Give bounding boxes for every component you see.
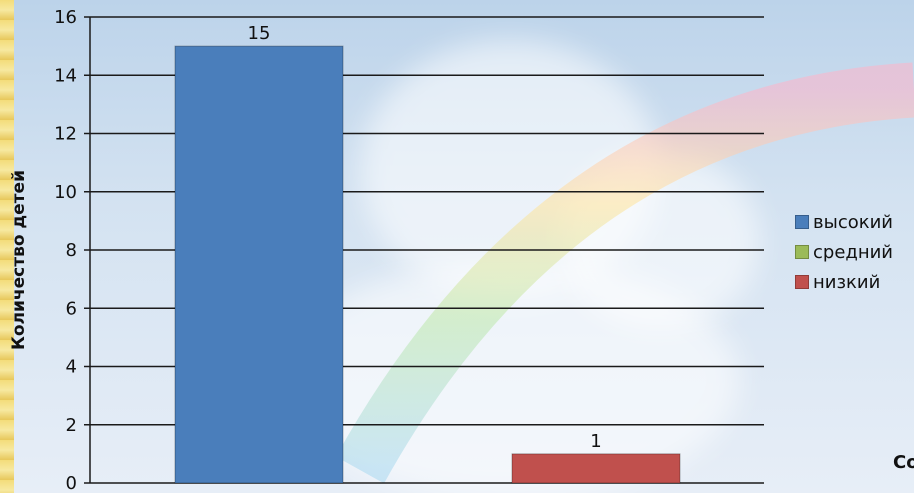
legend-item-high: высокий [795,207,893,237]
legend-label-low: низкий [813,271,881,293]
y-tick-label: 16 [54,7,77,28]
legend-label-medium: средний [813,241,894,263]
legend-swatch-low [795,275,809,289]
y-tick-label: 12 [54,124,77,145]
legend-label-high: высокий [813,211,893,233]
legend-swatch-high [795,215,809,229]
legend-item-medium: средний [795,237,893,267]
bar-2 [511,453,681,484]
y-tick-label: 4 [66,357,77,378]
data-label: 1 [590,431,601,452]
y-tick-label: 14 [54,65,77,86]
y-tick-label: 0 [66,473,77,493]
legend: высокий средний низкий [795,207,893,297]
legend-item-low: низкий [795,267,893,297]
y-tick-label: 10 [54,182,77,203]
y-tick-label: 8 [66,240,77,261]
legend-swatch-medium [795,245,809,259]
y-tick-label: 6 [66,298,77,319]
y-tick-label: 2 [66,415,77,436]
decorative-border [0,0,14,493]
data-label: 15 [248,23,271,44]
rainbow-decoration [335,62,914,484]
bar-0 [174,45,344,484]
y-axis-label: Количество детей [9,170,29,350]
cutoff-text: Co [893,452,914,473]
